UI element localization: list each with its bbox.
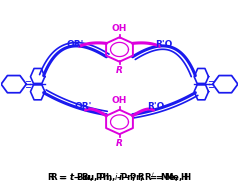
Text: OH: OH xyxy=(112,24,127,33)
Text: OR': OR' xyxy=(75,102,92,112)
Text: R = $t$-Bu, Ph, $i$-Pr; R' = Me, H: R = $t$-Bu, Ph, $i$-Pr; R' = Me, H xyxy=(50,171,189,183)
Text: OR': OR' xyxy=(67,40,84,49)
Text: R'O: R'O xyxy=(147,102,164,112)
Text: OH: OH xyxy=(112,96,127,105)
Text: R: R xyxy=(116,139,123,148)
Text: R: R xyxy=(116,66,123,75)
Text: R'O: R'O xyxy=(155,40,172,49)
Text: $\bf{R}$ $\bf{=}$ $\bfit{t}$$\bf{-Bu, Ph,}$ $\bfit{i}$$\bf{-Pr; R' = Me, H}$: $\bf{R}$ $\bf{=}$ $\bfit{t}$$\bf{-Bu, Ph… xyxy=(47,171,192,183)
